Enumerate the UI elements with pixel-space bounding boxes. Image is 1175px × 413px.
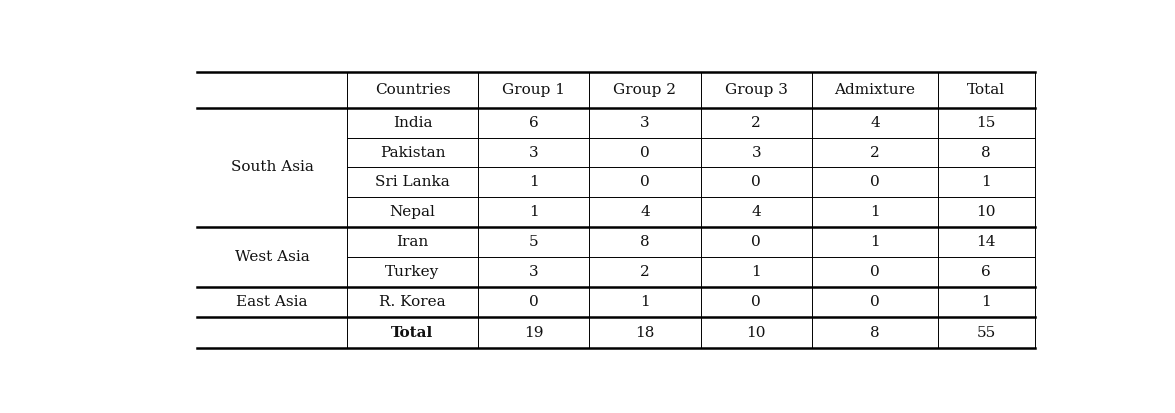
Text: South Asia: South Asia	[230, 161, 314, 174]
Text: 3: 3	[529, 265, 538, 279]
Text: 1: 1	[981, 176, 992, 190]
Text: R. Korea: R. Korea	[380, 295, 445, 309]
Text: 4: 4	[640, 205, 650, 219]
Text: 0: 0	[751, 235, 761, 249]
Text: 3: 3	[640, 116, 650, 130]
Text: Group 3: Group 3	[725, 83, 787, 97]
Text: 1: 1	[870, 235, 880, 249]
Text: 1: 1	[981, 295, 992, 309]
Text: 1: 1	[751, 265, 761, 279]
Text: Iran: Iran	[396, 235, 429, 249]
Text: India: India	[392, 116, 432, 130]
Text: 3: 3	[529, 145, 538, 159]
Text: 1: 1	[529, 176, 538, 190]
Text: Pakistan: Pakistan	[380, 145, 445, 159]
Text: Countries: Countries	[375, 83, 450, 97]
Text: 1: 1	[870, 205, 880, 219]
Text: Total: Total	[391, 325, 434, 339]
Text: 10: 10	[976, 205, 996, 219]
Text: 15: 15	[976, 116, 996, 130]
Text: Sri Lanka: Sri Lanka	[375, 176, 450, 190]
Text: 2: 2	[751, 116, 761, 130]
Text: 6: 6	[981, 265, 992, 279]
Text: 4: 4	[751, 205, 761, 219]
Text: 2: 2	[640, 265, 650, 279]
Text: 0: 0	[870, 176, 880, 190]
Text: Nepal: Nepal	[390, 205, 436, 219]
Text: 8: 8	[640, 235, 650, 249]
Text: Group 1: Group 1	[502, 83, 565, 97]
Text: East Asia: East Asia	[236, 295, 308, 309]
Text: 0: 0	[529, 295, 538, 309]
Text: 10: 10	[746, 325, 766, 339]
Text: 3: 3	[752, 145, 761, 159]
Text: 6: 6	[529, 116, 538, 130]
Text: 0: 0	[870, 265, 880, 279]
Text: 19: 19	[524, 325, 543, 339]
Text: 8: 8	[981, 145, 992, 159]
Text: Turkey: Turkey	[385, 265, 439, 279]
Text: 55: 55	[976, 325, 996, 339]
Text: Total: Total	[967, 83, 1006, 97]
Text: 2: 2	[870, 145, 880, 159]
Text: 8: 8	[871, 325, 880, 339]
Text: 0: 0	[870, 295, 880, 309]
Text: 1: 1	[640, 295, 650, 309]
Text: 0: 0	[640, 176, 650, 190]
Text: Admixture: Admixture	[834, 83, 915, 97]
Text: West Asia: West Asia	[235, 250, 309, 264]
Text: 18: 18	[636, 325, 654, 339]
Text: 0: 0	[751, 295, 761, 309]
Text: 4: 4	[870, 116, 880, 130]
Text: 14: 14	[976, 235, 996, 249]
Text: 1: 1	[529, 205, 538, 219]
Text: 5: 5	[529, 235, 538, 249]
Text: Group 2: Group 2	[613, 83, 677, 97]
Text: 0: 0	[751, 176, 761, 190]
Text: 0: 0	[640, 145, 650, 159]
